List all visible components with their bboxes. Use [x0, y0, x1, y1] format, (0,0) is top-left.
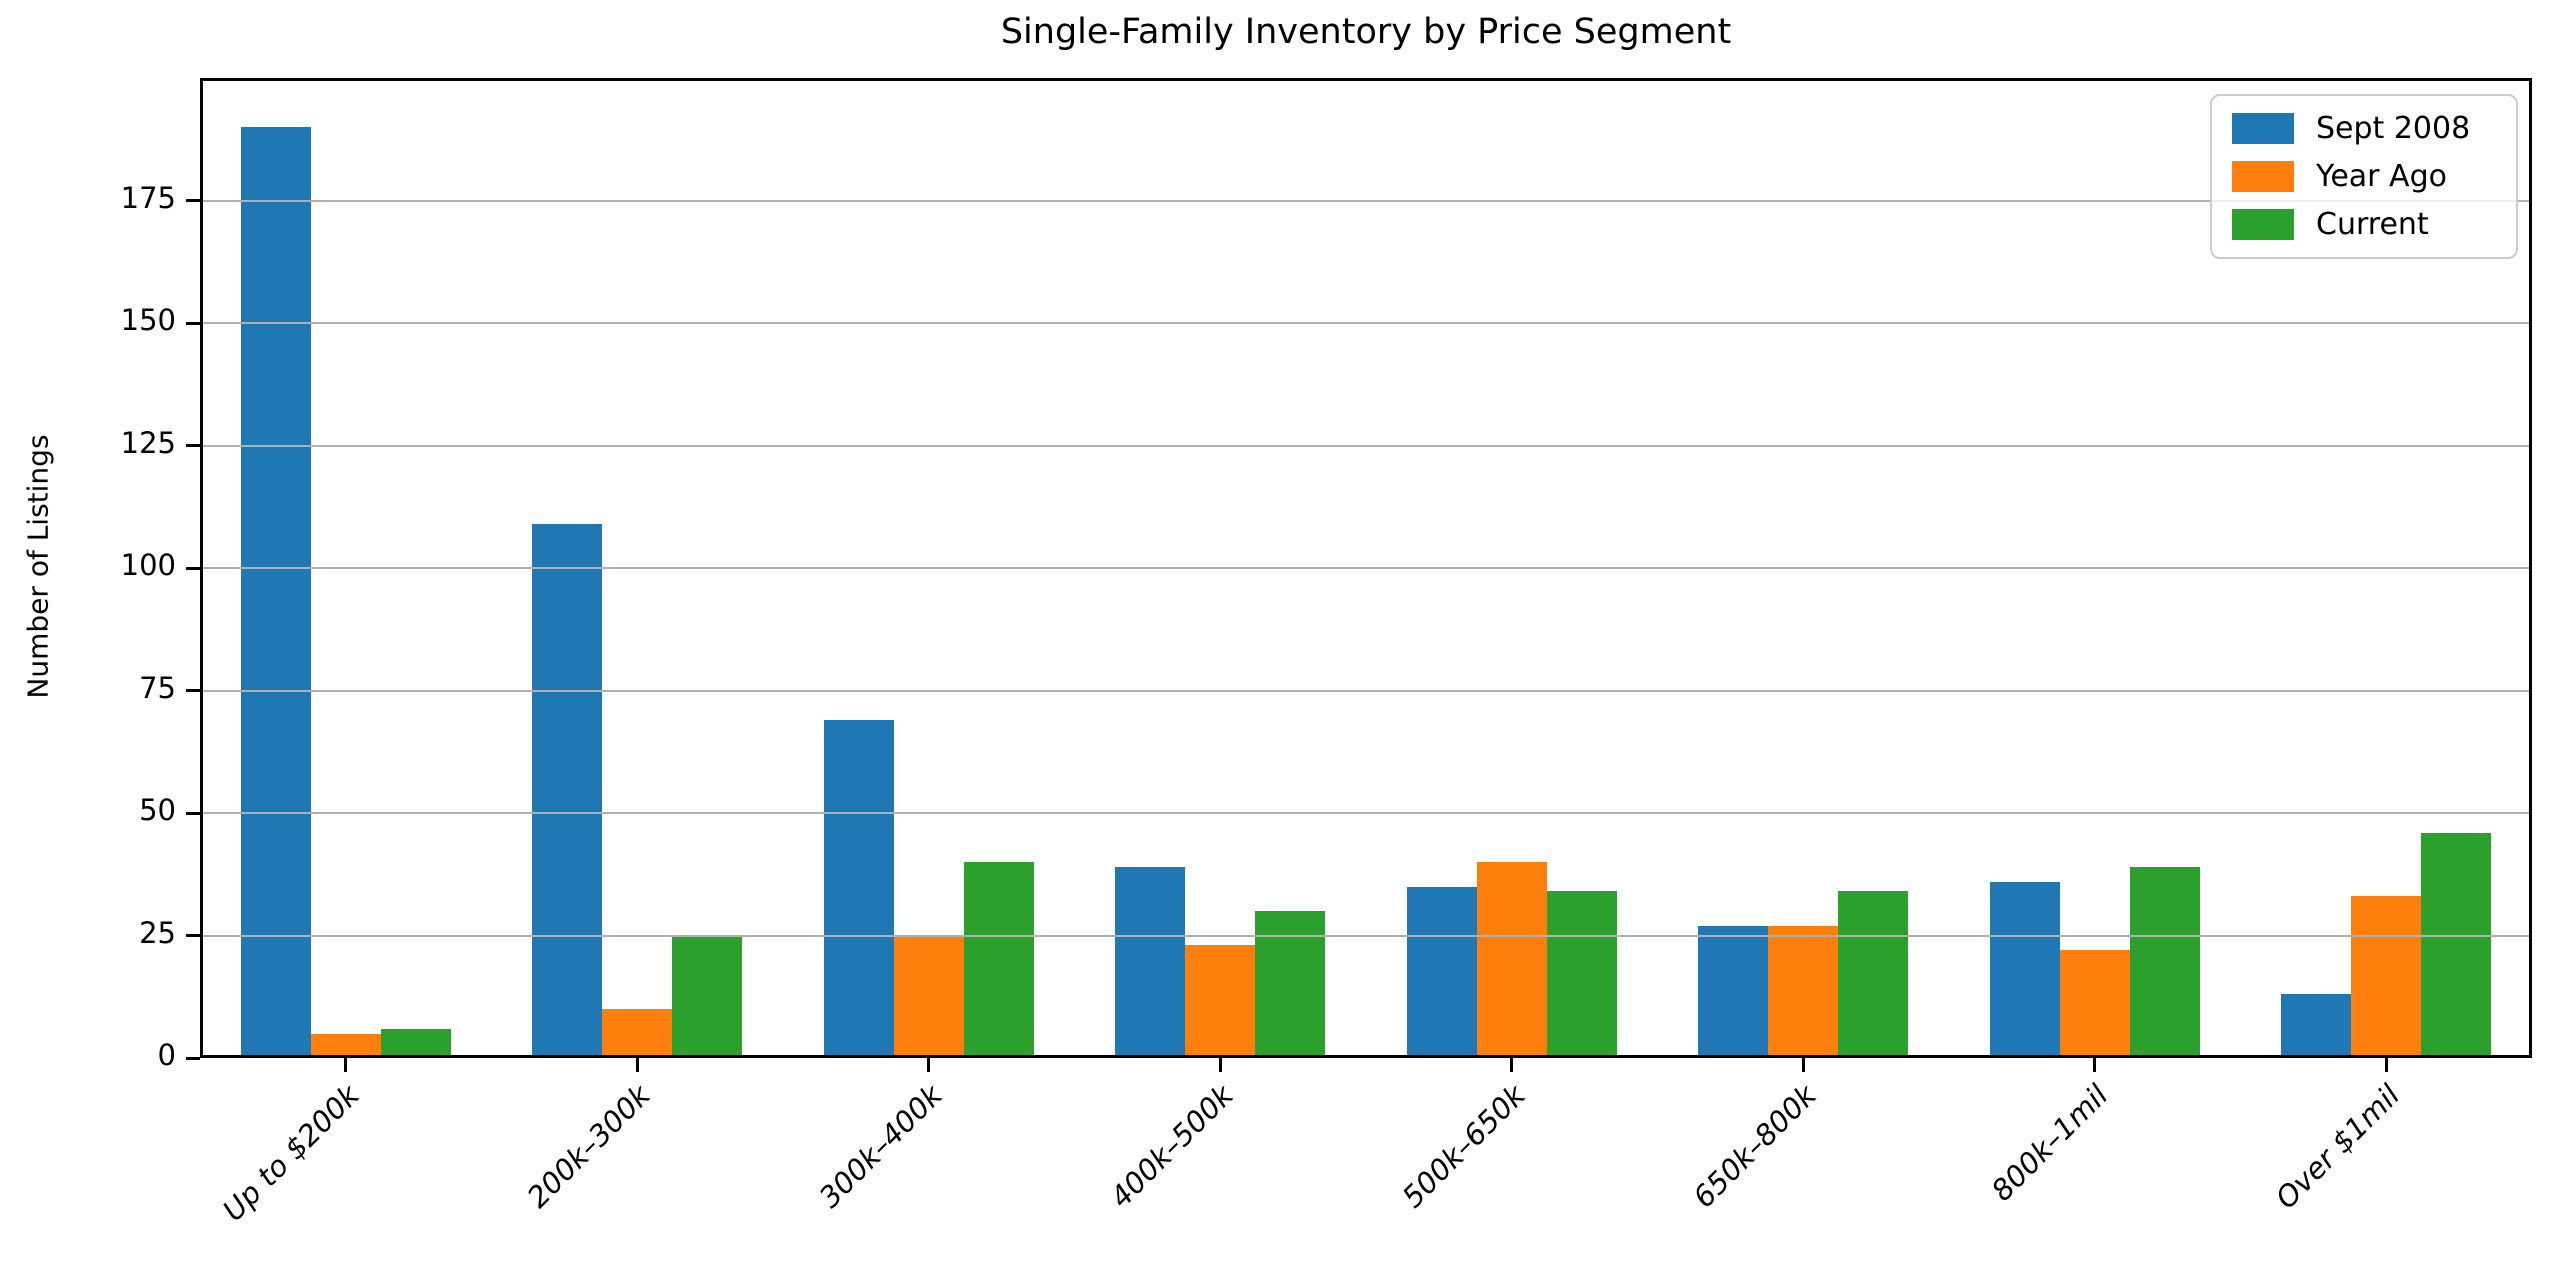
- bar-group-200k-300k: [492, 78, 784, 1058]
- bar-year-ago-800k-1mil: [2059, 950, 2130, 1058]
- legend: Sept 2008 Year Ago Current: [2210, 94, 2518, 259]
- y-tick-mark-175: [186, 199, 200, 202]
- bar-group-400k-500k: [1075, 78, 1367, 1058]
- x-tick-label-over-1mil: Over $1mil: [2268, 1078, 2407, 1216]
- y-tick-label-125: 125: [120, 425, 176, 460]
- legend-label-sept-2008: Sept 2008: [2316, 111, 2471, 146]
- y-tick-mark-75: [186, 689, 200, 692]
- bar-current-650k-800k: [1838, 891, 1909, 1058]
- x-tick-mark-650k-800k: [1801, 1058, 1805, 1072]
- x-tick-mark-800k-1mil: [2093, 1058, 2097, 1072]
- bar-current-200k-300k: [672, 935, 743, 1058]
- bar-year-ago-300k-400k: [893, 935, 964, 1058]
- y-tick-mark-125: [186, 444, 200, 447]
- bar-group-over-1mil: [2241, 78, 2533, 1058]
- bar-group-650k-800k: [1658, 78, 1950, 1058]
- gridline-y-50: [200, 812, 2532, 814]
- gridline-y-25: [200, 934, 2532, 937]
- gridline-y-100: [200, 567, 2532, 569]
- bar-year-ago-over-1mil: [2351, 896, 2422, 1058]
- x-tick-label-400k-500k: 400k–500k: [1103, 1078, 1241, 1215]
- x-tick-label-up-to-200k: Up to $200k: [216, 1078, 366, 1228]
- bar-current-300k-400k: [963, 862, 1034, 1058]
- legend-swatch-year-ago: [2232, 161, 2294, 192]
- bar-year-ago-500k-650k: [1476, 862, 1547, 1058]
- bar-sept-2008-650k-800k: [1698, 925, 1769, 1058]
- y-tick-mark-25: [186, 934, 200, 937]
- y-tick-label-75: 75: [139, 670, 176, 705]
- bar-sept-2008-up-to-200k: [240, 127, 311, 1058]
- bar-year-ago-400k-500k: [1185, 945, 1256, 1058]
- y-tick-label-175: 175: [120, 180, 176, 215]
- y-tick-label-50: 50: [139, 793, 176, 827]
- x-tick-label-800k-1mil: 800k–1mil: [1985, 1078, 2115, 1208]
- bar-group-up-to-200k: [200, 78, 492, 1058]
- legend-label-year-ago: Year Ago: [2316, 159, 2447, 194]
- y-tick-label-25: 25: [139, 915, 176, 950]
- x-tick-mark-over-1mil: [2384, 1058, 2388, 1072]
- bar-current-400k-500k: [1255, 911, 1326, 1058]
- x-tick-mark-500k-650k: [1510, 1058, 1514, 1072]
- y-tick-mark-0: [186, 1056, 200, 1060]
- gridline-y-175: [200, 199, 2532, 202]
- x-tick-label-200k-300k: 200k–300k: [520, 1078, 658, 1215]
- y-tick-mark-100: [186, 566, 200, 570]
- bar-current-up-to-200k: [380, 1028, 451, 1058]
- bar-year-ago-up-to-200k: [310, 1033, 381, 1058]
- legend-swatch-current: [2232, 209, 2294, 240]
- x-tick-label-500k-650k: 500k–650k: [1395, 1078, 1532, 1215]
- y-tick-label-100: 100: [120, 548, 176, 582]
- legend-item-year-ago: Year Ago: [2232, 159, 2496, 194]
- bar-year-ago-650k-800k: [1768, 925, 1839, 1058]
- gridline-y-150: [200, 322, 2532, 324]
- x-tick-mark-200k-300k: [635, 1058, 639, 1072]
- gridline-y-125: [200, 444, 2532, 447]
- bar-sept-2008-500k-650k: [1406, 886, 1477, 1058]
- bar-current-500k-650k: [1546, 891, 1617, 1058]
- bar-group-300k-400k: [783, 78, 1075, 1058]
- legend-label-current: Current: [2316, 207, 2429, 242]
- bar-current-800k-1mil: [2129, 866, 2200, 1058]
- x-tick-mark-up-to-200k: [344, 1058, 348, 1072]
- bar-sept-2008-400k-500k: [1115, 866, 1186, 1058]
- legend-item-sept-2008: Sept 2008: [2232, 111, 2496, 146]
- bar-group-800k-1mil: [1949, 78, 2241, 1058]
- x-tick-mark-400k-500k: [1218, 1058, 1222, 1072]
- plot-area: [200, 78, 2532, 1058]
- legend-item-current: Current: [2232, 207, 2496, 242]
- bar-group-500k-650k: [1366, 78, 1658, 1058]
- x-tick-label-650k-800k: 650k–800k: [1686, 1078, 1824, 1215]
- chart-title: Single-Family Inventory by Price Segment: [1000, 12, 1732, 52]
- bar-sept-2008-300k-400k: [823, 719, 894, 1058]
- bar-sept-2008-over-1mil: [2281, 994, 2352, 1058]
- bar-current-over-1mil: [2421, 832, 2492, 1058]
- y-tick-mark-50: [186, 811, 200, 815]
- x-tick-label-300k-400k: 300k–400k: [812, 1078, 949, 1215]
- y-tick-label-0: 0: [157, 1038, 176, 1072]
- bar-year-ago-200k-300k: [602, 1009, 673, 1058]
- y-tick-label-150: 150: [120, 303, 176, 337]
- gridline-y-75: [200, 689, 2532, 692]
- bar-sept-2008-800k-1mil: [1989, 881, 2060, 1058]
- y-tick-mark-150: [186, 321, 200, 325]
- x-tick-mark-300k-400k: [927, 1058, 931, 1072]
- bar-sept-2008-200k-300k: [532, 523, 603, 1058]
- legend-swatch-sept-2008: [2232, 113, 2294, 144]
